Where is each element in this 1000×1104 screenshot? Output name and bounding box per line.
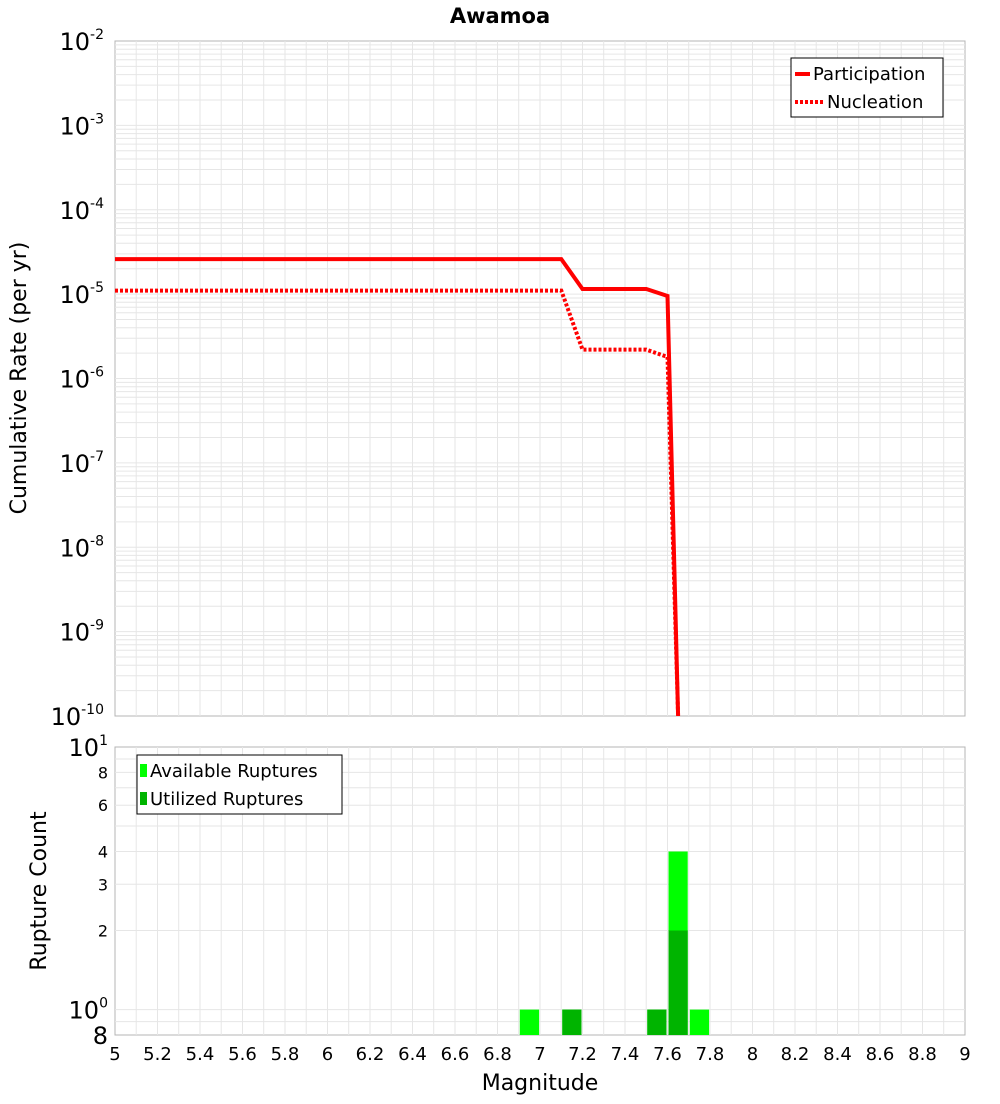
- utilized-legend-swatch: [140, 792, 147, 805]
- x-tick-label: 7: [534, 1044, 545, 1065]
- available-ruptures-bar: [689, 1009, 710, 1035]
- participation-legend-label: Participation: [813, 64, 925, 85]
- x-tick-label: 7.2: [568, 1044, 597, 1065]
- x-tick-label: 6.2: [356, 1044, 385, 1065]
- x-tick-label: 5: [109, 1044, 120, 1065]
- top-legend: Participation Nucleation: [790, 57, 944, 118]
- utilized-ruptures-bar: [562, 1009, 582, 1035]
- top-y-tick-label: 10-7: [59, 449, 104, 478]
- x-tick-label: 8.2: [781, 1044, 810, 1065]
- top-y-tick-label: 10-5: [59, 280, 104, 309]
- top-y-axis-label: Cumulative Rate (per yr): [7, 242, 32, 515]
- x-tick-label: 7.4: [611, 1044, 640, 1065]
- top-grid: [115, 41, 965, 716]
- x-axis-label: Magnitude: [482, 1071, 599, 1096]
- top-y-tick-label: 10-6: [59, 365, 104, 394]
- x-tick-label: 6.8: [483, 1044, 512, 1065]
- x-tick-label: 8.4: [823, 1044, 852, 1065]
- bottom-legend: Available Ruptures Utilized Ruptures: [136, 754, 343, 815]
- available-legend-swatch: [140, 764, 147, 777]
- bottom-legend-box: [136, 754, 343, 815]
- top-y-tick-label: 10-10: [51, 702, 104, 731]
- available-ruptures-bar: [519, 1009, 540, 1035]
- utilized-ruptures-bar: [668, 930, 688, 1035]
- bottom-y-tick-label: 4: [98, 842, 108, 861]
- top-y-tick-label: 10-4: [59, 196, 104, 225]
- top-series: [115, 257, 681, 717]
- x-tick-label: 5.8: [271, 1044, 300, 1065]
- bottom-bars: [519, 851, 710, 1035]
- x-tick-label: 7.6: [653, 1044, 682, 1065]
- top-y-tick-labels: 10-2 10-3 10-4 10-5 10-6 10-7 10-8 10-9 10-10: [51, 27, 105, 731]
- bottom-y-tick-label: 6: [98, 796, 108, 815]
- bottom-y-axis-label: Rupture Count: [27, 811, 52, 971]
- bottom-y-tick-label: 2: [98, 922, 108, 941]
- bottom-grid: [115, 747, 965, 1035]
- x-tick-label: 6.4: [398, 1044, 427, 1065]
- x-tick-label: 5.2: [143, 1044, 172, 1065]
- bottom-y-tick-label: 8: [93, 1022, 108, 1050]
- x-tick-label: 5.4: [186, 1044, 215, 1065]
- utilized-legend-label: Utilized Ruptures: [150, 789, 303, 810]
- top-legend-box: [790, 57, 944, 118]
- top-y-tick-label: 10-2: [59, 27, 104, 56]
- participation-line: [115, 257, 681, 717]
- nucleation-legend-label: Nucleation: [827, 92, 923, 113]
- bottom-y-tick-label: 3: [98, 875, 108, 894]
- bottom-y-tick-label: 8: [98, 763, 108, 782]
- x-tick-labels: 5 5.2 5.4 5.6 5.8 6 6.2 6.4 6.6 6.8 7 7.2 7.4 7.6 7.8 8…: [109, 1044, 970, 1065]
- x-tick-label: 6.6: [441, 1044, 470, 1065]
- x-tick-label: 8.6: [866, 1044, 895, 1065]
- top-y-tick-label: 10-8: [59, 533, 104, 562]
- nucleation-line: [115, 288, 681, 717]
- available-legend-label: Available Ruptures: [150, 761, 318, 782]
- bottom-y-tick-label: 101: [69, 733, 108, 762]
- x-tick-label: 8: [747, 1044, 758, 1065]
- bottom-y-tick-label: 100: [69, 996, 108, 1025]
- x-tick-label: 6: [322, 1044, 333, 1065]
- x-tick-label: 7.8: [696, 1044, 725, 1065]
- utilized-ruptures-bar: [647, 1009, 667, 1035]
- chart-title: Awamoa: [450, 4, 550, 28]
- x-tick-label: 9: [959, 1044, 970, 1065]
- x-tick-label: 5.6: [228, 1044, 257, 1065]
- top-y-tick-label: 10-3: [59, 111, 104, 140]
- x-tick-label: 8.8: [908, 1044, 937, 1065]
- top-y-tick-label: 10-9: [59, 618, 104, 647]
